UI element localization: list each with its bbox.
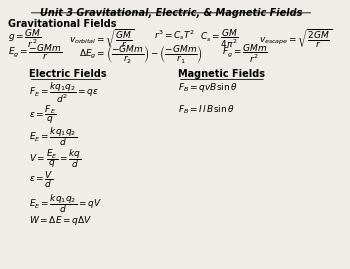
- Text: $C_s = \dfrac{GM}{4\pi^2}$: $C_s = \dfrac{GM}{4\pi^2}$: [200, 28, 238, 50]
- Text: $W = \Delta E = q\Delta V$: $W = \Delta E = q\Delta V$: [28, 214, 92, 227]
- Text: $v_{orbital} = \sqrt{\dfrac{GM}{r}}$: $v_{orbital} = \sqrt{\dfrac{GM}{r}}$: [69, 28, 134, 50]
- Text: $\varepsilon = \dfrac{V}{d}$: $\varepsilon = \dfrac{V}{d}$: [28, 170, 53, 190]
- Text: $E_E = \dfrac{kq_1 q_2}{d} = qV$: $E_E = \dfrac{kq_1 q_2}{d} = qV$: [28, 192, 101, 215]
- Text: Gravitational Fields: Gravitational Fields: [8, 19, 117, 29]
- Text: $E_g = \dfrac{-GMm}{r}$: $E_g = \dfrac{-GMm}{r}$: [8, 43, 62, 62]
- Text: $F_B = I\,l\,B\sin\theta$: $F_B = I\,l\,B\sin\theta$: [178, 104, 235, 116]
- Text: $F_g = \dfrac{GMm}{r^2}$: $F_g = \dfrac{GMm}{r^2}$: [222, 43, 268, 65]
- Text: Electric Fields: Electric Fields: [28, 69, 106, 79]
- Text: $g = \dfrac{GM}{r^2}$: $g = \dfrac{GM}{r^2}$: [8, 28, 42, 50]
- Text: $r^3 = C_s T^2$: $r^3 = C_s T^2$: [154, 28, 195, 42]
- Text: Magnetic Fields: Magnetic Fields: [178, 69, 265, 79]
- Text: $V = \dfrac{E_E}{q} = \dfrac{kq}{d}$: $V = \dfrac{E_E}{q} = \dfrac{kq}{d}$: [28, 147, 81, 170]
- Text: Unit 3 Gravitational, Electric, & Magnetic Fields: Unit 3 Gravitational, Electric, & Magnet…: [40, 8, 302, 18]
- Text: $F_B = qvB\sin\theta$: $F_B = qvB\sin\theta$: [178, 81, 238, 94]
- Text: $E_E = \dfrac{kq_1 q_2}{d}$: $E_E = \dfrac{kq_1 q_2}{d}$: [28, 125, 77, 148]
- Text: $\Delta E_g = \left(\dfrac{-GMm}{r_2}\right) - \left(\dfrac{-GMm}{r_1}\right)$: $\Delta E_g = \left(\dfrac{-GMm}{r_2}\ri…: [79, 43, 203, 65]
- Text: $F_E = \dfrac{kq_1 q_2}{d^2} = q\varepsilon$: $F_E = \dfrac{kq_1 q_2}{d^2} = q\varepsi…: [28, 81, 99, 105]
- Text: $\varepsilon = \dfrac{F_E}{q}$: $\varepsilon = \dfrac{F_E}{q}$: [28, 103, 56, 126]
- Text: $v_{escape} = \sqrt{\dfrac{2GM}{r}}$: $v_{escape} = \sqrt{\dfrac{2GM}{r}}$: [259, 28, 332, 50]
